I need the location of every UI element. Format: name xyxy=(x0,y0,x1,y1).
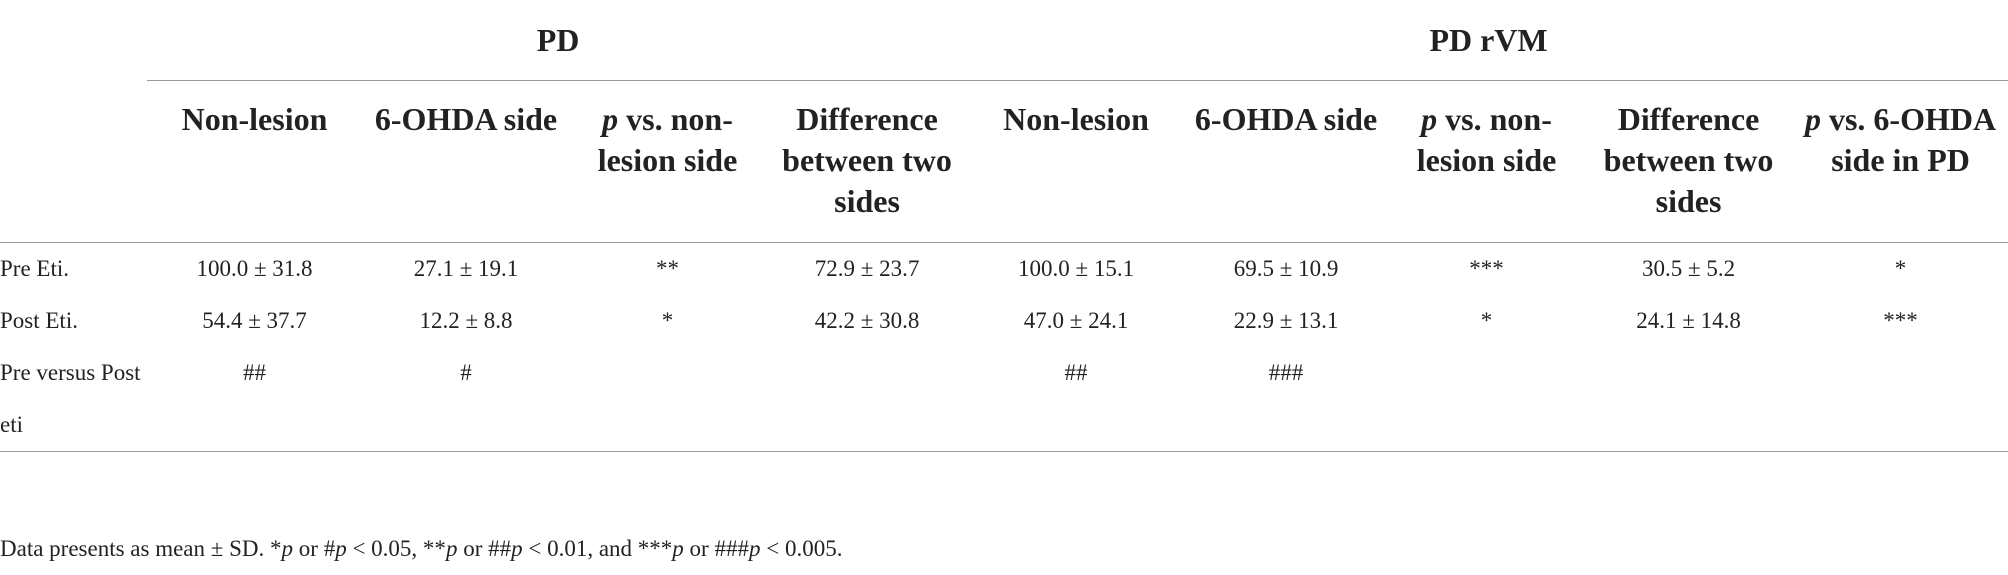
text-run: vs. non-lesion side xyxy=(1416,101,1557,178)
row-label: Post Eti. xyxy=(0,308,78,333)
data-cell: ** xyxy=(656,256,679,281)
text-run: or ### xyxy=(683,536,749,561)
text-run: 6-OHDA side xyxy=(1194,101,1378,137)
data-cell: 27.1 ± 19.1 xyxy=(413,256,519,281)
data-cell: 100.0 ± 15.1 xyxy=(1017,256,1135,281)
data-row: Pre versus Post eti ## # ## ### xyxy=(0,347,2008,452)
column-header: Difference between two sides xyxy=(1584,80,1794,243)
data-cell: ## xyxy=(147,347,362,452)
row-label: Pre versus Post eti xyxy=(0,347,147,452)
data-cell: * xyxy=(1480,308,1493,333)
text-run: or # xyxy=(293,536,336,561)
text-run: < 0.01, and *** xyxy=(522,536,673,561)
text-run: p xyxy=(335,536,347,561)
column-header: 6-OHDA side xyxy=(362,80,570,243)
group-header-row: PD PD rVM xyxy=(0,0,2008,81)
text-run: p xyxy=(1421,101,1438,137)
data-cell: * xyxy=(661,308,674,333)
text-run: Non-lesion xyxy=(181,101,328,137)
data-cell: 69.5 ± 10.9 xyxy=(1233,256,1339,281)
data-cell: 24.1 ± 14.8 xyxy=(1636,308,1741,333)
text-run: Difference between two sides xyxy=(1603,101,1774,219)
data-cell: 54.4 ± 37.7 xyxy=(202,308,307,333)
data-cell xyxy=(570,347,765,452)
footnote: Data presents as mean ± SD. *p or #p < 0… xyxy=(0,536,842,562)
data-cell: * xyxy=(1894,256,1907,281)
text-run: Non-lesion xyxy=(1003,101,1149,137)
text-run: p xyxy=(281,536,294,561)
column-header-row: Non-lesion 6-OHDA side p vs. non-lesion si… xyxy=(0,80,2008,243)
data-cell: *** xyxy=(1883,308,1918,333)
table-head: PD PD rVM Non-lesion 6-OHDA side p vs. non-l… xyxy=(0,0,2008,243)
column-header: p vs. 6-OHDA side in PD xyxy=(1793,80,2008,243)
column-header: Difference between two sides xyxy=(765,80,970,243)
data-cell: 47.0 ± 24.1 xyxy=(1023,308,1129,333)
column-header: 6-OHDA side xyxy=(1183,80,1390,243)
data-cell: 12.2 ± 8.8 xyxy=(419,308,513,333)
data-table: PD PD rVM Non-lesion 6-OHDA side p vs. non-l… xyxy=(0,0,2008,452)
text-run: p xyxy=(445,536,458,561)
text-run: or ## xyxy=(457,536,512,561)
data-cell: ## xyxy=(969,347,1184,452)
corner-cell xyxy=(0,80,147,243)
text-run: vs. non-lesion side xyxy=(597,101,738,178)
text-run: p xyxy=(748,536,761,561)
column-header: p vs. non-lesion side xyxy=(570,80,765,243)
data-cell: 72.9 ± 23.7 xyxy=(814,256,920,281)
data-cell: 30.5 ± 5.2 xyxy=(1641,256,1736,281)
group-header: PD xyxy=(147,0,970,81)
text-run: Difference between two sides xyxy=(782,101,952,219)
group-header: PD rVM xyxy=(969,0,2008,81)
row-label: Pre Eti. xyxy=(0,256,69,281)
data-cell: 42.2 ± 30.8 xyxy=(814,308,920,333)
text-run: Data presents as mean ± SD. * xyxy=(0,536,282,561)
data-cell: # xyxy=(362,347,570,452)
data-row: Pre Eti. 100.0 ± 31.8 27.1 ± 19.1 ** 72.9 ± … xyxy=(0,243,2008,296)
text-run: p xyxy=(1804,101,1821,137)
data-cell xyxy=(1389,347,1585,452)
data-cell: 100.0 ± 31.8 xyxy=(196,256,313,281)
data-cell xyxy=(1793,347,2008,452)
data-cell: ### xyxy=(1183,347,1390,452)
column-header: Non-lesion xyxy=(147,80,362,243)
text-run: < 0.05, ** xyxy=(346,536,446,561)
text-run: 6-OHDA side xyxy=(374,101,558,137)
text-run: p xyxy=(602,101,619,137)
column-header: p vs. non-lesion side xyxy=(1389,80,1585,243)
text-run: p xyxy=(672,536,684,561)
data-cell: *** xyxy=(1469,256,1504,281)
data-cell xyxy=(765,347,970,452)
table-body: Pre Eti. 100.0 ± 31.8 27.1 ± 19.1 ** 72.9 ± … xyxy=(0,243,2008,452)
column-header: Non-lesion xyxy=(969,80,1184,243)
corner-cell xyxy=(0,0,147,81)
text-run: < 0.005. xyxy=(760,536,843,561)
data-row: Post Eti. 54.4 ± 37.7 12.2 ± 8.8 * 42.2 ± 30… xyxy=(0,295,2008,347)
text-run: p xyxy=(511,536,523,561)
data-cell xyxy=(1584,347,1794,452)
text-run: vs. 6-OHDA side in PD xyxy=(1820,101,1997,178)
data-cell: 22.9 ± 13.1 xyxy=(1233,308,1339,333)
